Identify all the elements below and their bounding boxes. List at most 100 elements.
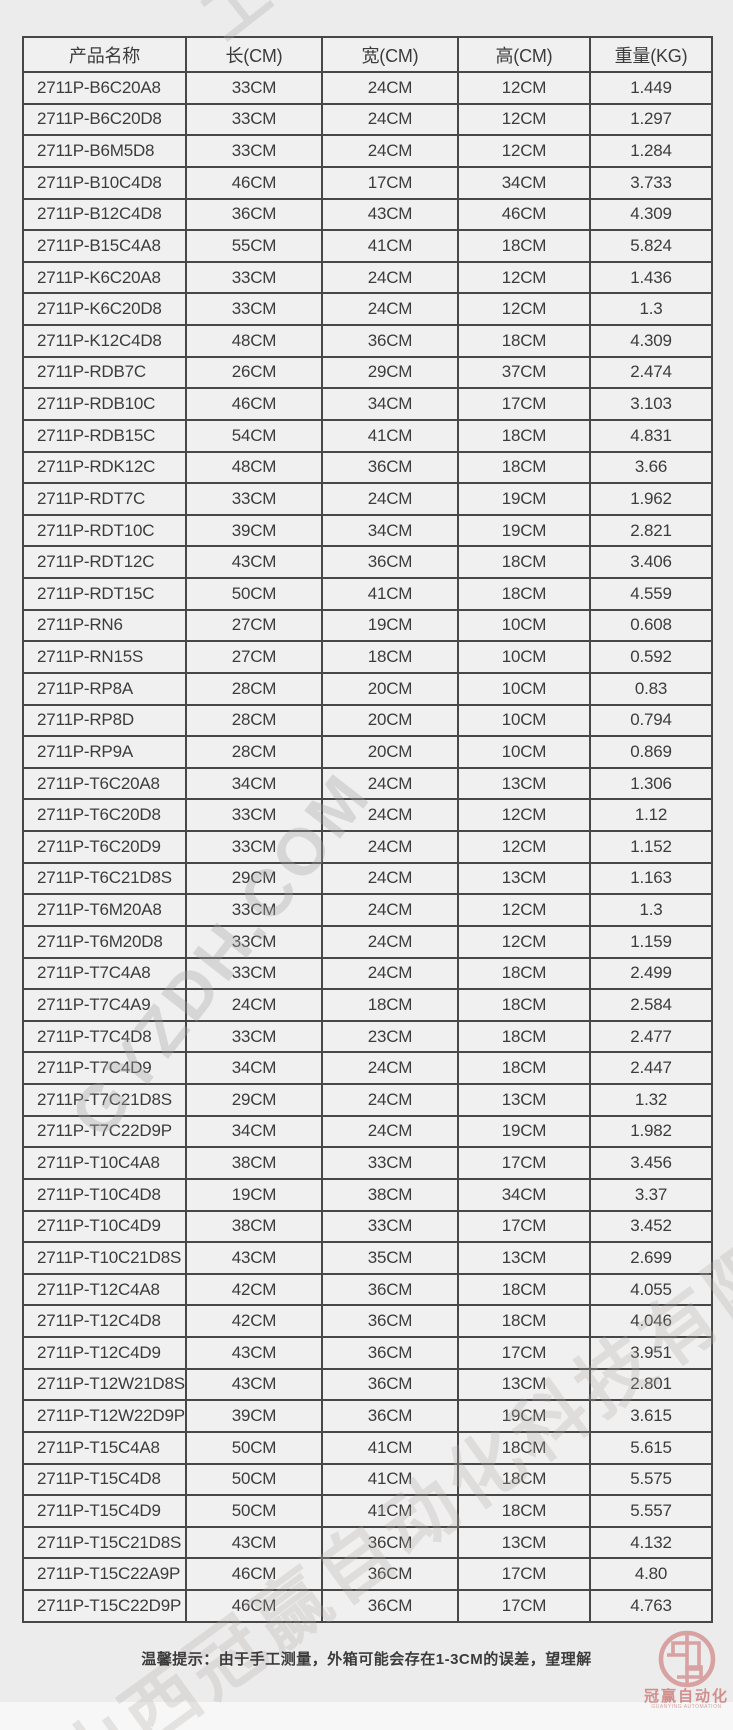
- cell: 2711P-RDT7C: [22, 482, 187, 516]
- cell: 1.962: [589, 482, 713, 516]
- cell: 3.66: [589, 450, 713, 485]
- cell: 2711P-T15C22D9P: [22, 1589, 187, 1623]
- column-header-product-name: 产品名称: [22, 36, 187, 73]
- spec-table-body: 2711P-B6C20A8 33CM 24CM 12CM 1.449 2711P-B6C2…: [22, 71, 713, 1623]
- table-row: 2711P-RDT15C 50CM 41CM 18CM 4.559: [22, 577, 713, 611]
- table-row: 2711P-RP9A 28CM 20CM 10CM 0.869: [22, 735, 713, 769]
- table-row: 2711P-RP8D 28CM 20CM 10CM 0.794: [22, 703, 713, 738]
- cell: 2711P-B6C20D8: [22, 102, 187, 137]
- cell: 27CM: [185, 640, 323, 674]
- cell: 36CM: [321, 1589, 459, 1623]
- cell: 43CM: [185, 1336, 323, 1370]
- cell: 2711P-T7C22D9P: [22, 1114, 187, 1149]
- cell: 2711P-RDB15C: [22, 418, 187, 453]
- cell: 18CM: [457, 229, 591, 263]
- cell: 4.309: [589, 324, 713, 358]
- cell: 24CM: [321, 1114, 459, 1149]
- cell: 1.306: [589, 766, 713, 801]
- cell: 2711P-RDT12C: [22, 545, 187, 579]
- cell: 41CM: [321, 1430, 459, 1465]
- cell: 4.763: [589, 1589, 713, 1623]
- cell: 1.3: [589, 893, 713, 927]
- cell: 42CM: [185, 1272, 323, 1307]
- cell: 2711P-T15C21D8S: [22, 1525, 187, 1560]
- cell: 26CM: [185, 355, 323, 390]
- cell: 50CM: [185, 1462, 323, 1497]
- cell: 2711P-RDT10C: [22, 513, 187, 548]
- cell: 29CM: [321, 355, 459, 390]
- cell: 33CM: [185, 292, 323, 326]
- cell: 33CM: [185, 924, 323, 959]
- cell: 36CM: [185, 197, 323, 232]
- cell: 39CM: [185, 513, 323, 548]
- table-row: 2711P-T6C20D9 33CM 24CM 12CM 1.152: [22, 830, 713, 864]
- cell: 2711P-T10C21D8S: [22, 1241, 187, 1275]
- column-header-height: 高(CM): [457, 36, 591, 73]
- cell: 36CM: [321, 1336, 459, 1370]
- cell: 2.821: [589, 513, 713, 548]
- cell: 18CM: [457, 545, 591, 579]
- cell: 34CM: [457, 1177, 591, 1212]
- cell: 2.584: [589, 988, 713, 1022]
- table-row: 2711P-B15C4A8 55CM 41CM 18CM 5.824: [22, 229, 713, 263]
- table-row: 2711P-T6C21D8S 29CM 24CM 13CM 1.163: [22, 861, 713, 896]
- cell: 28CM: [185, 703, 323, 738]
- column-header-length: 长(CM): [185, 36, 323, 73]
- cell: 29CM: [185, 861, 323, 896]
- cell: 2.699: [589, 1241, 713, 1275]
- cell: 5.557: [589, 1494, 713, 1528]
- cell: 18CM: [457, 1462, 591, 1497]
- cell: 24CM: [321, 798, 459, 832]
- cell: 46CM: [185, 1557, 323, 1591]
- cell: 2.474: [589, 355, 713, 390]
- table-row: 2711P-T6M20D8 33CM 24CM 12CM 1.159: [22, 924, 713, 959]
- cell: 10CM: [457, 703, 591, 738]
- cell: 46CM: [457, 197, 591, 232]
- cell: 36CM: [321, 450, 459, 485]
- cell: 17CM: [457, 1557, 591, 1591]
- header-row: 产品名称 长(CM) 宽(CM) 高(CM) 重量(KG): [22, 36, 713, 73]
- cell: 2711P-T7C4A9: [22, 988, 187, 1022]
- cell: 3.456: [589, 1146, 713, 1180]
- cell: 43CM: [185, 1525, 323, 1560]
- cell: 27CM: [185, 608, 323, 643]
- cell: 19CM: [457, 513, 591, 548]
- table-row: 2711P-T15C4D9 50CM 41CM 18CM 5.557: [22, 1494, 713, 1528]
- cell: 34CM: [185, 1114, 323, 1149]
- cell: 2.477: [589, 1019, 713, 1054]
- cell: 0.794: [589, 703, 713, 738]
- table-row: 2711P-T7C4A9 24CM 18CM 18CM 2.584: [22, 988, 713, 1022]
- table-row: 2711P-T7C4A8 33CM 24CM 18CM 2.499: [22, 956, 713, 991]
- cell: 2711P-T15C4D8: [22, 1462, 187, 1497]
- cell: 19CM: [185, 1177, 323, 1212]
- cell: 29CM: [185, 1083, 323, 1117]
- cell: 20CM: [321, 703, 459, 738]
- cell: 54CM: [185, 418, 323, 453]
- table-row: 2711P-B10C4D8 46CM 17CM 34CM 3.733: [22, 165, 713, 200]
- table-row: 2711P-T12C4D9 43CM 36CM 17CM 3.951: [22, 1336, 713, 1370]
- cell: 0.83: [589, 671, 713, 706]
- column-header-weight: 重量(KG): [589, 36, 713, 73]
- cell: 28CM: [185, 671, 323, 706]
- table-row: 2711P-B6C20A8 33CM 24CM 12CM 1.449: [22, 71, 713, 105]
- cell: 2711P-RN15S: [22, 640, 187, 674]
- cell: 33CM: [321, 1146, 459, 1180]
- table-row: 2711P-RP8A 28CM 20CM 10CM 0.83: [22, 671, 713, 706]
- table-row: 2711P-T10C4D8 19CM 38CM 34CM 3.37: [22, 1177, 713, 1212]
- cell: 36CM: [321, 1367, 459, 1402]
- cell: 41CM: [321, 577, 459, 611]
- cell: 2711P-T7C4D8: [22, 1019, 187, 1054]
- cell: 39CM: [185, 1399, 323, 1433]
- table-row: 2711P-T12W21D8S 43CM 36CM 13CM 2.801: [22, 1367, 713, 1402]
- cell: 18CM: [457, 418, 591, 453]
- cell: 3.615: [589, 1399, 713, 1433]
- cell: 3.733: [589, 165, 713, 200]
- cell: 2711P-RDT15C: [22, 577, 187, 611]
- cell: 18CM: [457, 956, 591, 991]
- cell: 24CM: [321, 956, 459, 991]
- cell: 1.284: [589, 134, 713, 168]
- cell: 1.159: [589, 924, 713, 959]
- cell: 24CM: [321, 260, 459, 295]
- cell: 1.436: [589, 260, 713, 295]
